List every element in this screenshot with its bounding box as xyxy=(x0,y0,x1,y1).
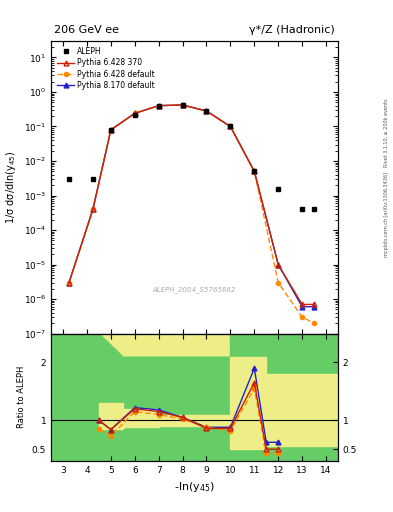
ALEPH xyxy=(276,186,281,193)
Pythia 8.170 default xyxy=(204,108,209,114)
ALEPH xyxy=(300,206,305,212)
Text: Rivet 3.1.10, ≥ 200k events: Rivet 3.1.10, ≥ 200k events xyxy=(384,99,389,167)
Text: 206 GeV ee: 206 GeV ee xyxy=(54,25,119,35)
Pythia 6.428 default xyxy=(276,280,281,286)
Pythia 6.428 370 xyxy=(156,102,161,109)
Pythia 6.428 default xyxy=(90,206,95,212)
ALEPH xyxy=(228,123,233,130)
Pythia 8.170 default xyxy=(180,102,185,108)
Pythia 8.170 default xyxy=(252,168,257,175)
Pythia 6.428 default xyxy=(132,110,137,116)
Pythia 6.428 370 xyxy=(276,262,281,268)
Pythia 6.428 370 xyxy=(204,108,209,114)
Bar xyxy=(51,334,99,461)
Pythia 6.428 370 xyxy=(300,302,305,308)
Pythia 6.428 370 xyxy=(90,206,95,212)
Text: mcplots.cern.ch [arXiv:1306.3436]: mcplots.cern.ch [arXiv:1306.3436] xyxy=(384,173,389,258)
X-axis label: -ln(y$_{45}$): -ln(y$_{45}$) xyxy=(174,480,215,494)
Pythia 6.428 default xyxy=(67,280,72,286)
Line: Pythia 8.170 default: Pythia 8.170 default xyxy=(66,102,316,309)
Line: Pythia 6.428 default: Pythia 6.428 default xyxy=(67,103,316,325)
Pythia 8.170 default xyxy=(156,102,161,109)
Pythia 6.428 default xyxy=(180,102,185,108)
Pythia 6.428 default xyxy=(108,127,113,133)
Pythia 8.170 default xyxy=(300,304,305,310)
Pythia 8.170 default xyxy=(132,110,137,116)
Pythia 6.428 default xyxy=(300,314,305,320)
Bar xyxy=(99,334,230,461)
ALEPH xyxy=(204,108,209,114)
Pythia 8.170 default xyxy=(228,123,233,130)
Pythia 6.428 370 xyxy=(228,123,233,130)
ALEPH xyxy=(90,176,95,182)
Pythia 6.428 default xyxy=(204,108,209,114)
Legend: ALEPH, Pythia 6.428 370, Pythia 6.428 default, Pythia 8.170 default: ALEPH, Pythia 6.428 370, Pythia 6.428 de… xyxy=(55,45,157,92)
ALEPH xyxy=(132,112,137,118)
ALEPH xyxy=(252,168,257,175)
Pythia 8.170 default xyxy=(67,280,72,286)
ALEPH xyxy=(180,102,185,108)
Text: γ*/Z (Hadronic): γ*/Z (Hadronic) xyxy=(250,25,335,35)
Pythia 8.170 default xyxy=(108,127,113,133)
Pythia 6.428 370 xyxy=(312,302,316,308)
Pythia 6.428 370 xyxy=(252,168,257,175)
Pythia 6.428 370 xyxy=(132,110,137,116)
ALEPH xyxy=(108,127,113,133)
Pythia 8.170 default xyxy=(312,304,316,310)
Bar xyxy=(266,334,338,461)
Line: ALEPH: ALEPH xyxy=(66,102,316,211)
Pythia 6.428 default xyxy=(312,320,316,326)
Y-axis label: Ratio to ALEPH: Ratio to ALEPH xyxy=(17,366,26,429)
Pythia 6.428 default xyxy=(228,123,233,130)
Pythia 6.428 370 xyxy=(67,280,72,286)
Pythia 6.428 370 xyxy=(108,127,113,133)
Pythia 8.170 default xyxy=(90,206,95,212)
Pythia 8.170 default xyxy=(276,262,281,268)
Pythia 6.428 default xyxy=(252,168,257,175)
Line: Pythia 6.428 370: Pythia 6.428 370 xyxy=(66,102,316,307)
Bar xyxy=(230,334,266,461)
ALEPH xyxy=(312,206,316,212)
ALEPH xyxy=(156,103,161,110)
Text: ALEPH_2004_S5765862: ALEPH_2004_S5765862 xyxy=(153,286,236,293)
ALEPH xyxy=(67,176,72,182)
Pythia 6.428 370 xyxy=(180,102,185,108)
Pythia 6.428 default xyxy=(156,102,161,109)
Y-axis label: 1/σ dσ/dln(y$_{45}$): 1/σ dσ/dln(y$_{45}$) xyxy=(4,151,18,224)
